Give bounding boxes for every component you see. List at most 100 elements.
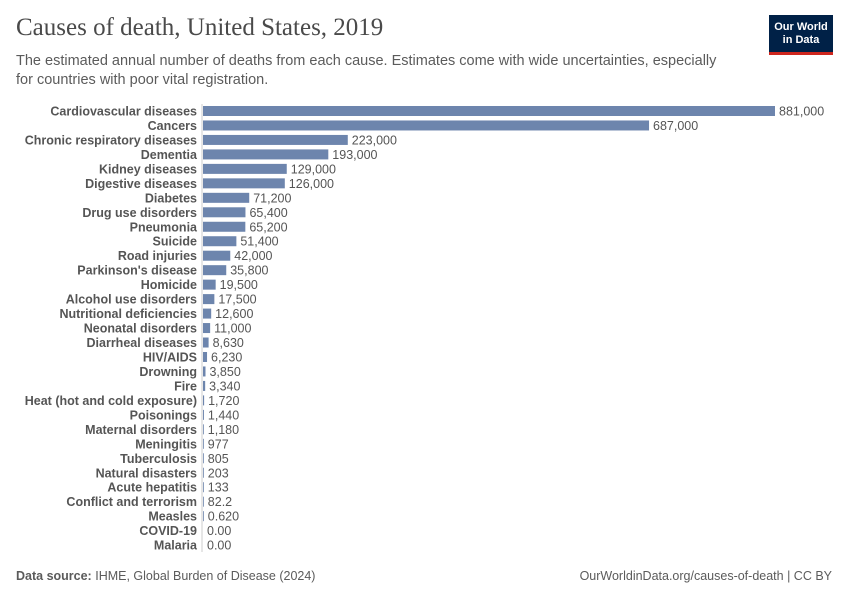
category-label: Cancers bbox=[148, 119, 197, 133]
footer-url[interactable]: OurWorldinData.org/causes-of-death | CC … bbox=[579, 569, 832, 583]
value-label: 126,000 bbox=[289, 177, 334, 191]
data-source: Data source: IHME, Global Burden of Dise… bbox=[16, 569, 315, 583]
category-label: Heat (hot and cold exposure) bbox=[25, 394, 197, 408]
value-label: 805 bbox=[208, 452, 229, 466]
bar[interactable] bbox=[203, 294, 215, 305]
category-label: Parkinson's disease bbox=[77, 264, 197, 278]
category-label: Tuberculosis bbox=[120, 452, 197, 466]
value-label: 881,000 bbox=[779, 105, 824, 119]
bar[interactable] bbox=[203, 106, 775, 116]
category-label: Drowning bbox=[139, 365, 197, 379]
bar[interactable] bbox=[203, 351, 208, 362]
value-label: 19,500 bbox=[220, 278, 258, 292]
bar[interactable] bbox=[203, 424, 204, 435]
category-label: Chronic respiratory diseases bbox=[25, 133, 197, 147]
value-label: 42,000 bbox=[234, 249, 272, 263]
bar[interactable] bbox=[203, 395, 205, 406]
bar[interactable] bbox=[203, 134, 348, 145]
value-label: 12,600 bbox=[215, 307, 253, 321]
category-label: Homicide bbox=[141, 278, 197, 292]
category-label: Dementia bbox=[141, 148, 198, 162]
value-label: 223,000 bbox=[352, 133, 397, 147]
category-label: Meningitis bbox=[135, 437, 197, 451]
category-label: Drug use disorders bbox=[82, 206, 197, 220]
bar[interactable] bbox=[203, 467, 204, 478]
value-label: 133 bbox=[208, 481, 229, 495]
bar[interactable] bbox=[203, 409, 204, 420]
bar[interactable] bbox=[203, 236, 237, 247]
category-label: Road injuries bbox=[118, 249, 197, 263]
value-label: 0.00 bbox=[207, 539, 231, 553]
category-label: HIV/AIDS bbox=[143, 350, 197, 364]
bar[interactable] bbox=[203, 323, 211, 334]
value-label: 129,000 bbox=[291, 162, 336, 176]
source-text[interactable]: IHME, Global Burden of Disease (2024) bbox=[95, 569, 316, 583]
value-label: 11,000 bbox=[214, 322, 251, 336]
bar[interactable] bbox=[203, 163, 287, 174]
value-label: 977 bbox=[208, 437, 229, 451]
bar[interactable] bbox=[203, 120, 650, 131]
value-label: 82.2 bbox=[208, 495, 232, 509]
source-label: Data source: bbox=[16, 569, 92, 583]
bar[interactable] bbox=[203, 337, 209, 348]
value-label: 0.00 bbox=[207, 524, 231, 538]
value-label: 8,630 bbox=[213, 336, 244, 350]
category-label: COVID-19 bbox=[139, 524, 197, 538]
bar[interactable] bbox=[203, 438, 204, 449]
value-label: 17,500 bbox=[218, 293, 256, 307]
value-label: 35,800 bbox=[230, 264, 268, 278]
bar[interactable] bbox=[203, 250, 231, 261]
bar[interactable] bbox=[203, 380, 206, 391]
value-label: 65,200 bbox=[249, 220, 287, 234]
chart-subtitle: The estimated annual number of deaths fr… bbox=[16, 53, 717, 88]
value-label: 3,850 bbox=[209, 365, 240, 379]
bar[interactable] bbox=[203, 496, 204, 507]
bar[interactable] bbox=[203, 366, 206, 377]
bar[interactable] bbox=[203, 265, 227, 276]
value-label: 71,200 bbox=[253, 191, 291, 205]
category-label: Alcohol use disorders bbox=[66, 293, 197, 307]
value-label: 65,400 bbox=[249, 206, 287, 220]
category-label: Kidney diseases bbox=[99, 162, 197, 176]
category-label: Acute hepatitis bbox=[107, 481, 197, 495]
bar[interactable] bbox=[203, 279, 216, 290]
value-label: 203 bbox=[208, 466, 229, 480]
bar[interactable] bbox=[203, 453, 204, 464]
logo-line1: Our World bbox=[774, 20, 828, 33]
value-label: 51,400 bbox=[240, 235, 278, 249]
category-label: Malaria bbox=[154, 539, 198, 553]
value-label: 687,000 bbox=[653, 119, 698, 133]
value-label: 1,720 bbox=[208, 394, 239, 408]
category-label: Diabetes bbox=[145, 191, 197, 205]
bar[interactable] bbox=[203, 511, 204, 522]
value-label: 0.620 bbox=[208, 510, 239, 524]
category-label: Conflict and terrorism bbox=[66, 495, 197, 509]
bar[interactable] bbox=[203, 207, 246, 218]
bar[interactable] bbox=[203, 482, 204, 493]
category-label: Natural disasters bbox=[96, 466, 197, 480]
category-label: Cardiovascular diseases bbox=[50, 105, 197, 119]
category-label: Pneumonia bbox=[130, 220, 198, 234]
value-label: 6,230 bbox=[211, 350, 242, 364]
bar[interactable] bbox=[203, 221, 246, 232]
value-label: 3,340 bbox=[209, 379, 240, 393]
category-label: Suicide bbox=[153, 235, 198, 249]
category-label: Measles bbox=[148, 510, 197, 524]
category-label: Diarrheal diseases bbox=[87, 336, 198, 350]
bar[interactable] bbox=[203, 192, 250, 203]
value-label: 1,440 bbox=[208, 408, 239, 422]
category-label: Digestive diseases bbox=[85, 177, 197, 191]
value-label: 193,000 bbox=[332, 148, 377, 162]
category-label: Poisonings bbox=[130, 408, 197, 422]
value-label: 1,180 bbox=[208, 423, 239, 437]
category-label: Neonatal disorders bbox=[84, 322, 197, 336]
category-label: Maternal disorders bbox=[85, 423, 197, 437]
category-label: Nutritional deficiencies bbox=[59, 307, 197, 321]
category-label: Fire bbox=[174, 379, 197, 393]
chart-title: Causes of death, United States, 2019 bbox=[16, 14, 384, 41]
bar[interactable] bbox=[203, 149, 329, 160]
bar[interactable] bbox=[203, 178, 285, 189]
bar[interactable] bbox=[203, 308, 212, 319]
owid-logo[interactable]: Our World in Data bbox=[769, 15, 833, 55]
